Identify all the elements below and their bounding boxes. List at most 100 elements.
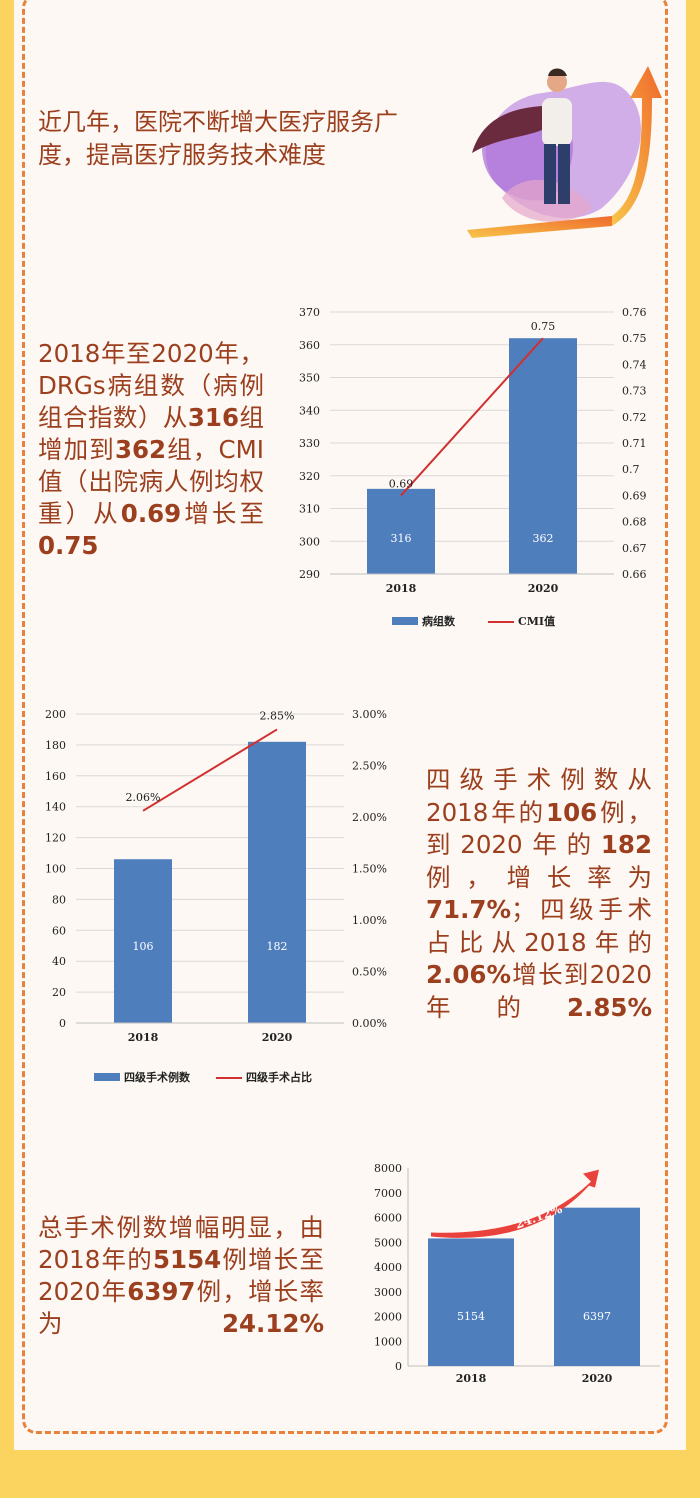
chart-drg-cmi: 290 300 310 320 330 340 350 360 370 0.66 0.67 0.68 0… <box>299 306 647 628</box>
y-left-tick-label: 0 <box>59 1017 66 1030</box>
section2-text-part: 182 <box>600 830 652 859</box>
legend-line-label: 四级手术占比 <box>246 1070 312 1084</box>
y-tick-label: 8000 <box>374 1162 402 1175</box>
bar <box>428 1238 514 1366</box>
x-tick-label: 2020 <box>528 582 559 595</box>
y-right-tick-label: 0.73 <box>622 385 647 398</box>
bar-data-label: 316 <box>391 532 412 545</box>
y-left-tick-label: 180 <box>45 739 66 752</box>
legend-bar-label: 病组数 <box>422 614 456 628</box>
y-right-tick-label: 0.75 <box>622 332 647 345</box>
bar <box>114 859 172 1023</box>
line-data-label: 2.85% <box>260 709 295 722</box>
section1-text: 2018年至2020年，DRGs病组数（病例组合指数）从316组增加到362组，… <box>38 338 264 562</box>
businessman-with-cape-and-rising-arrow-icon <box>467 66 662 238</box>
y-tick-label: 3000 <box>374 1286 402 1299</box>
section2-text-part: 106 <box>546 797 598 827</box>
section2-text-part: 例，增长率为 <box>426 862 652 892</box>
bar-data-label: 6397 <box>583 1310 611 1323</box>
legend-line-label: CMI值 <box>518 614 555 628</box>
y-left-tick-label: 340 <box>299 404 320 417</box>
x-tick-label: 2018 <box>386 582 417 595</box>
section3-text-part: 例增长至2020年 <box>38 1245 324 1306</box>
section2-text-part: 增长到2020年的 <box>426 960 652 1022</box>
section1-text-part: 0.69 <box>120 499 182 528</box>
chart-level4-surgery: 0 20 40 60 80 100 120 140 160 180 200 0.00% 0.50% 1.0… <box>45 708 387 1084</box>
bar <box>509 338 577 574</box>
section1-text-part: 2018年至2020年，DRGs病组数（病例组合指数）从 <box>38 339 264 432</box>
y-tick-label: 7000 <box>374 1187 402 1200</box>
y-left-tick-label: 60 <box>52 924 66 937</box>
y-right-tick-label: 0.00% <box>352 1017 387 1030</box>
y-right-tick-label: 0.66 <box>622 568 647 581</box>
x-tick-label: 2020 <box>262 1031 293 1044</box>
y-right-tick-label: 3.00% <box>352 708 387 721</box>
section1-text-part: 316 <box>187 403 240 432</box>
legend-bar-swatch <box>94 1073 120 1081</box>
y-right-tick-label: 0.72 <box>622 411 647 424</box>
y-tick-label: 2000 <box>374 1311 402 1324</box>
section2-text-part: ；四级手术占比从2018年的 <box>426 895 652 957</box>
section2-text-part: 71.7% <box>426 895 511 924</box>
y-left-tick-label: 330 <box>299 437 320 450</box>
bar-data-label: 362 <box>533 532 554 545</box>
y-left-tick-label: 40 <box>52 955 66 968</box>
y-tick-label: 1000 <box>374 1335 402 1348</box>
section3-text-part: 24.12% <box>221 1309 324 1338</box>
y-left-tick-label: 140 <box>45 801 66 814</box>
y-tick-label: 4000 <box>374 1261 402 1274</box>
y-left-tick-label: 300 <box>299 535 320 548</box>
section2-text-part: 四级手术例数从2018年的 <box>426 765 652 827</box>
y-left-tick-label: 290 <box>299 568 320 581</box>
bar-data-label: 106 <box>133 940 154 953</box>
y-left-tick-label: 370 <box>299 306 320 319</box>
y-right-tick-label: 0.69 <box>622 489 647 502</box>
y-tick-label: 5000 <box>374 1236 402 1249</box>
bar <box>554 1207 640 1366</box>
bar <box>248 741 306 1023</box>
y-left-tick-label: 80 <box>52 893 66 906</box>
dashed-border <box>22 0 668 1434</box>
line-data-label: 2.06% <box>126 791 161 804</box>
y-right-tick-label: 1.50% <box>352 863 387 876</box>
y-left-tick-label: 160 <box>45 770 66 783</box>
y-right-tick-label: 2.00% <box>352 811 387 824</box>
y-left-tick-label: 310 <box>299 503 320 516</box>
y-right-tick-label: 1.00% <box>352 914 387 927</box>
bar-data-label: 182 <box>267 940 288 953</box>
section3-text: 总手术例数增幅明显，由2018年的5154例增长至2020年6397例，增长率为… <box>38 1212 324 1340</box>
y-tick-label: 0 <box>395 1360 402 1373</box>
section1-text-part: 组，CMI值（出院病人例均权重）从 <box>38 435 264 528</box>
section1-text-part: 362 <box>114 435 167 464</box>
bar-data-label: 5154 <box>457 1310 485 1323</box>
y-left-tick-label: 120 <box>45 832 66 845</box>
legend-bar-swatch <box>392 617 418 625</box>
intro-text: 近几年，医院不断增大医疗服务广度，提高医疗服务技术难度 <box>38 108 398 169</box>
bar <box>367 488 435 574</box>
growth-arrow-icon <box>431 1169 599 1238</box>
section1-text-part: 组增加到 <box>38 403 265 464</box>
line-series <box>142 728 278 812</box>
section3-text-part: 例，增长率为 <box>38 1277 324 1338</box>
y-right-tick-label: 0.50% <box>352 966 387 979</box>
section2-text: 四级手术例数从2018年的106例，到2020年的182 例，增长率为 71.7%；… <box>426 764 652 1024</box>
section2-text-part: 2.06% <box>426 960 511 989</box>
legend-bar-label: 四级手术例数 <box>124 1070 191 1084</box>
chart-total-surgery: 0 1000 2000 3000 4000 5000 6000 7000 8000 5154 201… <box>374 1162 660 1385</box>
section3-text-part: 总手术例数增幅明显，由2018年的 <box>38 1213 324 1274</box>
section2-text-part: 例，到2020年的 <box>426 797 652 860</box>
section3-text-part: 5154 <box>152 1245 222 1274</box>
y-right-tick-label: 0.74 <box>622 358 647 371</box>
y-right-tick-label: 0.76 <box>622 306 647 319</box>
y-right-tick-label: 0.67 <box>622 542 647 555</box>
y-left-tick-label: 320 <box>299 470 320 483</box>
x-tick-label: 2018 <box>456 1372 487 1385</box>
y-tick-label: 6000 <box>374 1212 402 1225</box>
y-left-tick-label: 20 <box>52 986 66 999</box>
section2-text-part: 2.85% <box>567 992 652 1022</box>
x-tick-label: 2020 <box>582 1372 613 1385</box>
y-right-tick-label: 2.50% <box>352 760 387 773</box>
section3-text-part: 6397 <box>127 1277 196 1306</box>
y-right-tick-label: 0.7 <box>622 463 640 476</box>
y-left-tick-label: 200 <box>45 708 66 721</box>
